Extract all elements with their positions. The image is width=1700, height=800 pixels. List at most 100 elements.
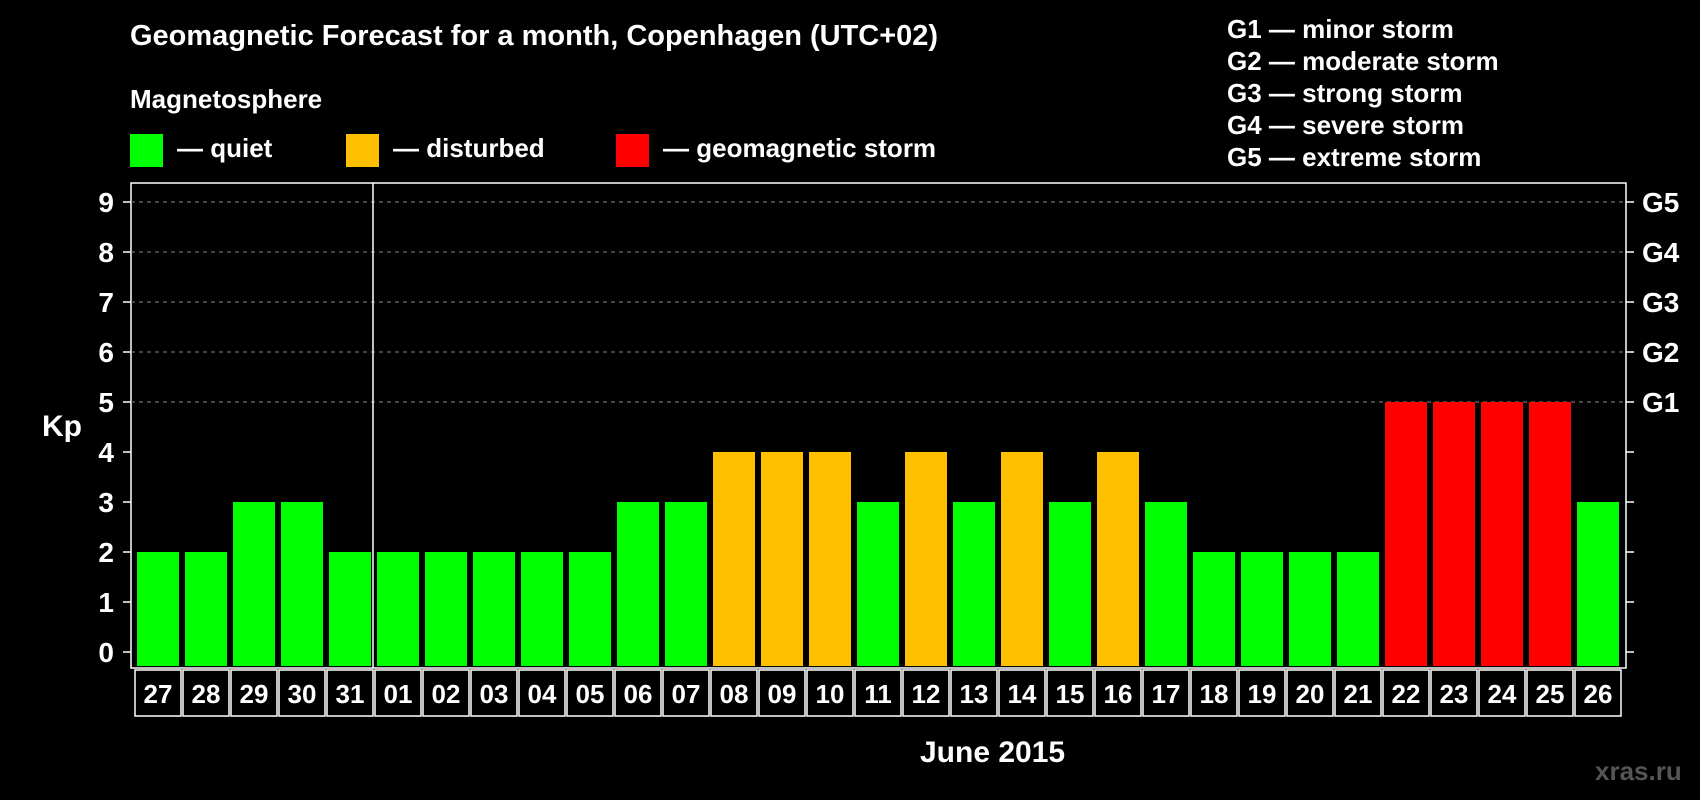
bar-09 (761, 452, 803, 666)
day-cell-03 (470, 669, 518, 717)
x-tick-label-24: 24 (1488, 679, 1517, 709)
day-cell-05 (566, 669, 614, 717)
x-tick-label-16: 16 (1104, 679, 1133, 709)
y-tick-label-5: 5 (98, 387, 114, 418)
bar-12 (905, 452, 947, 666)
x-tick-label-15: 15 (1056, 679, 1085, 709)
x-tick-label-12: 12 (912, 679, 941, 709)
x-tick-label-28: 28 (192, 679, 221, 709)
x-tick-label-25: 25 (1536, 679, 1565, 709)
day-cell-04 (518, 669, 566, 717)
bar-06 (617, 502, 659, 666)
bar-13 (953, 502, 995, 666)
x-tick-label-18: 18 (1200, 679, 1229, 709)
legend-swatch-storm (616, 134, 649, 167)
legend-heading: Magnetosphere (130, 84, 323, 114)
bar-24 (1481, 402, 1523, 666)
bar-23 (1433, 402, 1475, 666)
x-tick-label-11: 11 (864, 679, 892, 709)
day-cell-30 (278, 669, 326, 717)
x-tick-label-20: 20 (1296, 679, 1325, 709)
day-cell-21 (1334, 669, 1382, 717)
day-cell-23 (1430, 669, 1478, 717)
x-tick-label-13: 13 (960, 679, 989, 709)
x-tick-label-10: 10 (816, 679, 845, 709)
day-cell-09 (758, 669, 806, 717)
x-tick-label-19: 19 (1248, 679, 1277, 709)
day-cell-15 (1046, 669, 1094, 717)
day-cell-18 (1190, 669, 1238, 717)
legend-swatch-quiet (130, 134, 163, 167)
day-cell-19 (1238, 669, 1286, 717)
day-cell-22 (1382, 669, 1430, 717)
x-tick-label-06: 06 (624, 679, 653, 709)
bar-20 (1289, 552, 1331, 666)
bar-11 (857, 502, 899, 666)
day-cell-08 (710, 669, 758, 717)
x-tick-label-07: 07 (672, 679, 701, 709)
plot-frame (130, 182, 1627, 669)
bar-29 (233, 502, 275, 666)
x-tick-label-27: 27 (144, 679, 173, 709)
day-cell-12 (902, 669, 950, 717)
x-tick-label-31: 31 (336, 679, 365, 709)
day-cell-07 (662, 669, 710, 717)
day-cell-14 (998, 669, 1046, 717)
bar-26 (1577, 502, 1619, 666)
bar-05 (569, 552, 611, 666)
bar-15 (1049, 502, 1091, 666)
day-cell-29 (230, 669, 278, 717)
day-cell-11 (854, 669, 902, 717)
y-tick-label-2: 2 (98, 537, 114, 568)
storm-scale-g5: G5 — extreme storm (1227, 142, 1482, 172)
x-tick-label-26: 26 (1584, 679, 1613, 709)
day-cell-31 (326, 669, 374, 717)
bar-08 (713, 452, 755, 666)
right-tick-label-g3: G3 (1642, 287, 1679, 318)
y-tick-label-0: 0 (98, 637, 114, 668)
day-cell-01 (374, 669, 422, 717)
bar-14 (1001, 452, 1043, 666)
storm-scale-g4: G4 — severe storm (1227, 110, 1465, 140)
storm-scale-g2: G2 — moderate storm (1227, 46, 1499, 76)
bar-04 (521, 552, 563, 666)
bar-07 (665, 502, 707, 666)
x-tick-label-17: 17 (1152, 679, 1181, 709)
x-tick-label-23: 23 (1440, 679, 1469, 709)
day-cell-25 (1526, 669, 1574, 717)
legend-label-quiet: — quiet (177, 133, 273, 163)
bar-22 (1385, 402, 1427, 666)
x-tick-label-05: 05 (576, 679, 605, 709)
storm-scale-g1: G1 — minor storm (1227, 14, 1454, 44)
x-tick-label-30: 30 (288, 679, 317, 709)
day-cell-24 (1478, 669, 1526, 717)
x-tick-label-14: 14 (1008, 679, 1037, 709)
legend-swatch-disturbed (346, 134, 379, 167)
day-cell-10 (806, 669, 854, 717)
day-cell-28 (182, 669, 230, 717)
x-tick-label-01: 01 (384, 679, 413, 709)
bar-28 (185, 552, 227, 666)
y-tick-label-3: 3 (98, 487, 114, 518)
x-tick-label-03: 03 (480, 679, 509, 709)
bar-21 (1337, 552, 1379, 666)
day-cell-27 (134, 669, 182, 717)
day-cell-02 (422, 669, 470, 717)
x-tick-label-02: 02 (432, 679, 461, 709)
watermark: xras.ru (1595, 756, 1682, 786)
right-tick-label-g2: G2 (1642, 337, 1679, 368)
x-tick-label-29: 29 (240, 679, 269, 709)
y-tick-label-9: 9 (98, 187, 114, 218)
day-cell-06 (614, 669, 662, 717)
y-tick-label-6: 6 (98, 337, 114, 368)
day-cell-26 (1574, 669, 1622, 717)
bar-31 (329, 552, 371, 666)
day-cell-16 (1094, 669, 1142, 717)
y-tick-label-8: 8 (98, 237, 114, 268)
bar-25 (1529, 402, 1571, 666)
bar-19 (1241, 552, 1283, 666)
day-cell-13 (950, 669, 998, 717)
bar-27 (137, 552, 179, 666)
y-tick-label-4: 4 (98, 437, 114, 468)
y-axis-label: Kp (42, 410, 82, 443)
